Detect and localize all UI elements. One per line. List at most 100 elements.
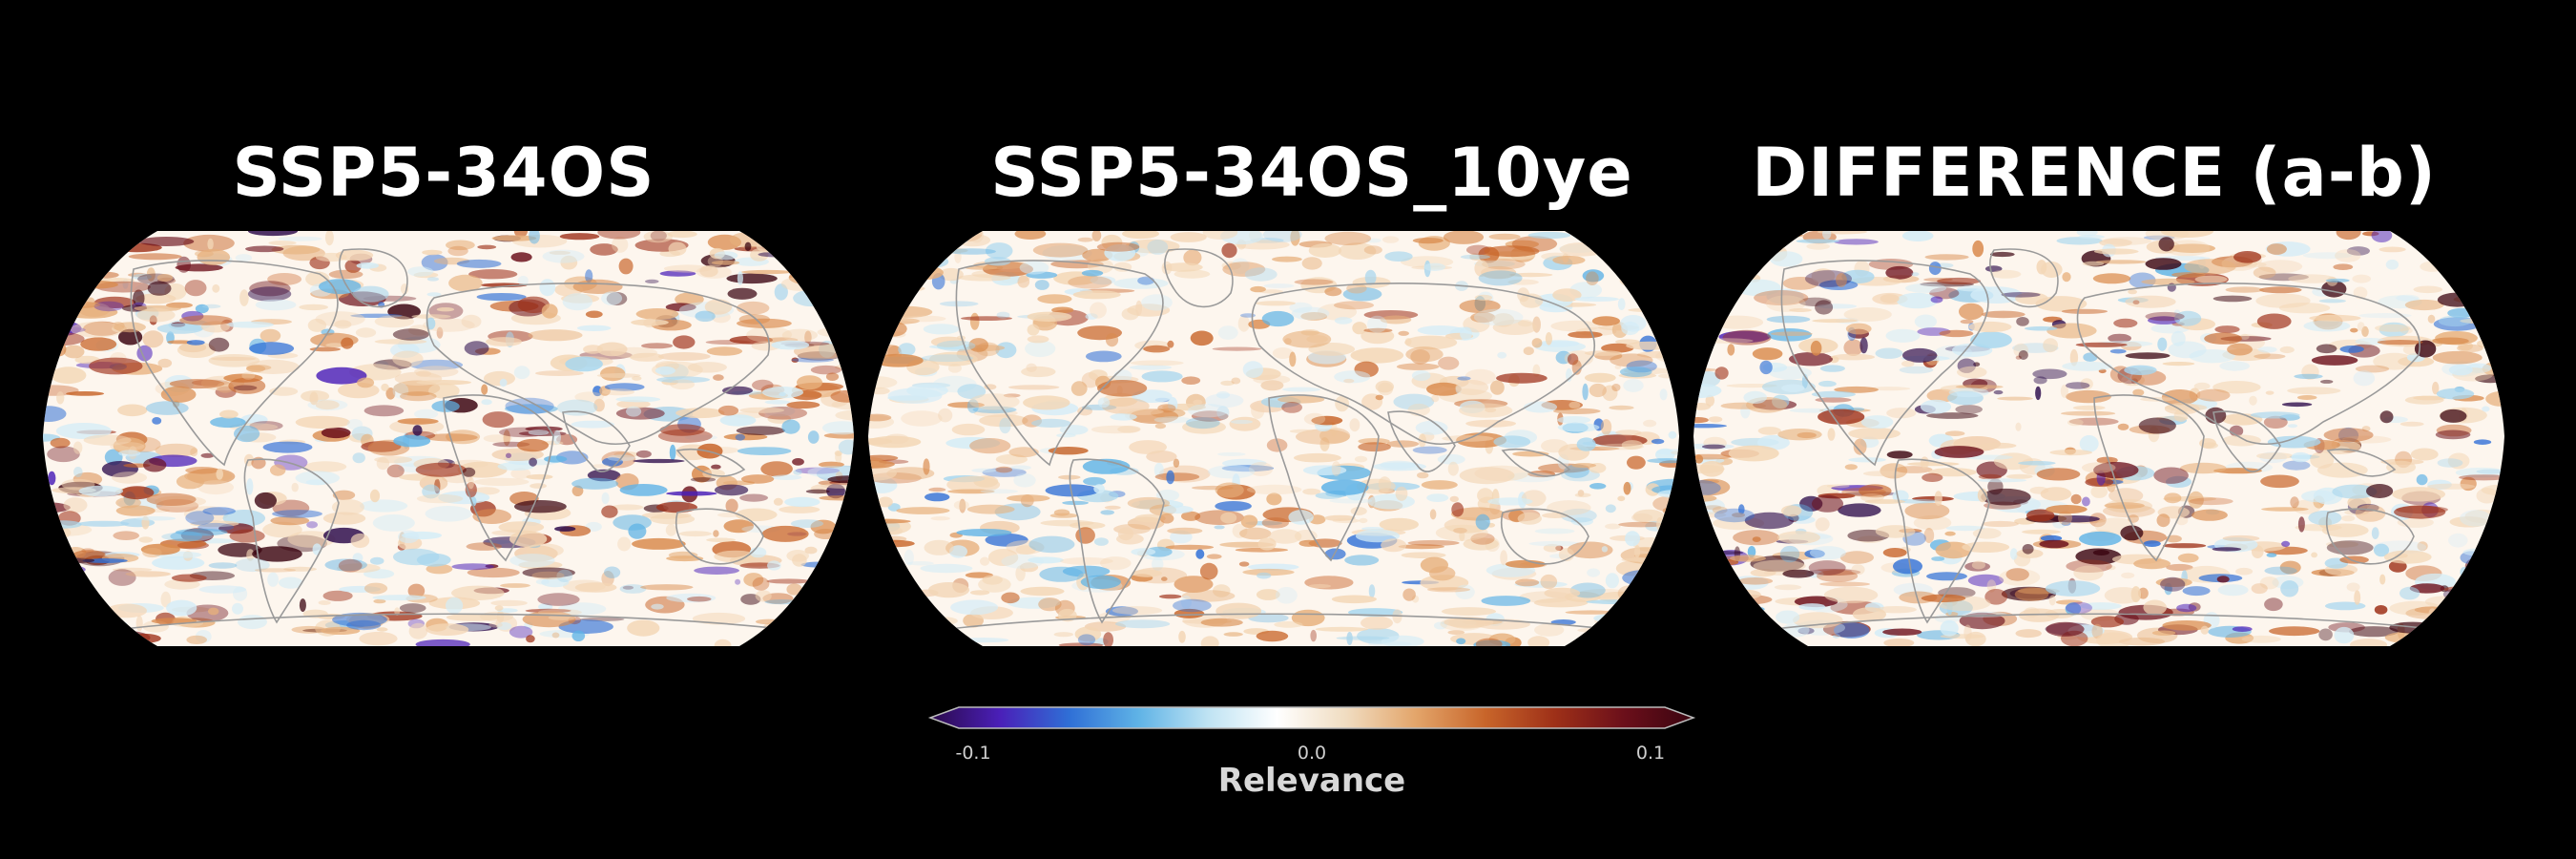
relevance-patch xyxy=(426,623,469,636)
relevance-patch xyxy=(979,414,1028,428)
relevance-patch xyxy=(1310,629,1317,642)
relevance-patch xyxy=(896,507,950,514)
relevance-patch xyxy=(1193,399,1203,405)
relevance-patch xyxy=(1463,537,1499,551)
relevance-patch xyxy=(1922,472,1943,482)
relevance-patch xyxy=(2125,352,2171,360)
relevance-patch xyxy=(2339,346,2364,353)
relevance-patch xyxy=(1488,233,1521,241)
relevance-patch xyxy=(541,304,558,319)
relevance-patch xyxy=(1031,418,1071,428)
relevance-patch xyxy=(2092,550,2109,555)
relevance-patch xyxy=(1714,508,1755,523)
relevance-patch xyxy=(939,301,979,307)
relevance-patch xyxy=(208,354,260,367)
relevance-patch xyxy=(1693,403,1712,410)
relevance-patch xyxy=(190,448,198,457)
relevance-patch xyxy=(1246,484,1302,495)
relevance-patch xyxy=(252,546,302,562)
relevance-patch xyxy=(1960,319,1974,325)
relevance-patch xyxy=(1367,493,1415,510)
relevance-patch xyxy=(1970,331,2012,348)
relevance-patch xyxy=(1393,393,1435,410)
relevance-patch xyxy=(500,583,530,588)
relevance-patch xyxy=(43,343,59,349)
relevance-patch xyxy=(1214,525,1225,530)
relevance-patch xyxy=(1437,453,1465,465)
relevance-patch xyxy=(1493,435,1531,449)
relevance-patch xyxy=(2294,373,2323,380)
relevance-patch xyxy=(1693,313,1721,325)
relevance-patch xyxy=(1059,425,1089,435)
relevance-patch xyxy=(136,307,176,323)
relevance-patch xyxy=(1552,255,1586,265)
relevance-patch xyxy=(400,391,437,402)
relevance-patch xyxy=(1478,270,1523,286)
relevance-patch xyxy=(2158,237,2174,252)
relevance-patch xyxy=(1433,621,1447,630)
relevance-patch xyxy=(559,233,600,241)
relevance-patch xyxy=(947,489,995,494)
relevance-patch xyxy=(56,391,65,405)
relevance-patch xyxy=(2310,450,2335,469)
relevance-patch xyxy=(1180,595,1192,609)
relevance-patch xyxy=(1902,347,1938,363)
relevance-patch xyxy=(654,366,675,375)
relevance-patch xyxy=(2145,258,2182,270)
relevance-patch xyxy=(1605,523,1621,530)
relevance-patch xyxy=(2483,587,2504,601)
relevance-patch xyxy=(1451,502,1465,517)
relevance-patch xyxy=(1272,256,1302,262)
relevance-patch xyxy=(185,511,215,525)
relevance-patch xyxy=(786,583,802,596)
relevance-patch xyxy=(1199,562,1218,580)
relevance-patch xyxy=(2435,430,2471,440)
relevance-patch xyxy=(1886,450,1913,459)
relevance-patch xyxy=(1296,429,1350,445)
relevance-patch xyxy=(936,340,976,351)
relevance-patch xyxy=(1591,316,1620,326)
relevance-patch xyxy=(601,291,623,305)
relevance-patch xyxy=(146,267,156,282)
relevance-patch xyxy=(2250,411,2300,419)
relevance-patch xyxy=(1693,494,1717,502)
relevance-patch xyxy=(1352,322,1367,335)
relevance-patch xyxy=(921,354,974,363)
relevance-patch xyxy=(1586,599,1642,604)
relevance-patch xyxy=(156,323,203,334)
relevance-patch xyxy=(321,427,351,439)
relevance-patch xyxy=(972,406,1017,414)
panel-title-b: SSP5-34OS_10ye xyxy=(990,134,1633,212)
relevance-patch xyxy=(1490,380,1505,395)
relevance-patch xyxy=(262,441,313,453)
relevance-patch xyxy=(898,343,916,356)
relevance-patch xyxy=(1777,429,1822,441)
relevance-patch xyxy=(2188,491,2204,509)
relevance-patch xyxy=(1442,607,1496,617)
relevance-patch xyxy=(2392,487,2445,502)
relevance-patch xyxy=(2346,246,2370,256)
relevance-patch xyxy=(2018,350,2028,360)
relevance-patch xyxy=(1505,559,1546,569)
relevance-patch xyxy=(2222,434,2261,447)
relevance-patch xyxy=(338,558,363,573)
relevance-patch xyxy=(868,435,922,449)
relevance-patch xyxy=(2481,626,2504,639)
relevance-patch xyxy=(1693,424,1727,429)
relevance-patch xyxy=(1752,347,1783,361)
relevance-patch xyxy=(1342,286,1382,302)
relevance-patch xyxy=(1208,465,1256,479)
relevance-patch xyxy=(48,596,73,613)
relevance-patch xyxy=(415,639,470,646)
relevance-patch xyxy=(114,322,146,333)
relevance-patch xyxy=(238,615,267,630)
relevance-patch xyxy=(346,419,364,430)
relevance-patch xyxy=(868,602,903,619)
relevance-patch xyxy=(1883,638,1915,646)
relevance-patch xyxy=(2485,391,2504,407)
relevance-patch xyxy=(1457,376,1471,381)
relevance-patch xyxy=(627,619,660,637)
relevance-patch xyxy=(1019,562,1039,573)
relevance-patch xyxy=(1020,586,1065,597)
relevance-patch xyxy=(1087,259,1114,274)
